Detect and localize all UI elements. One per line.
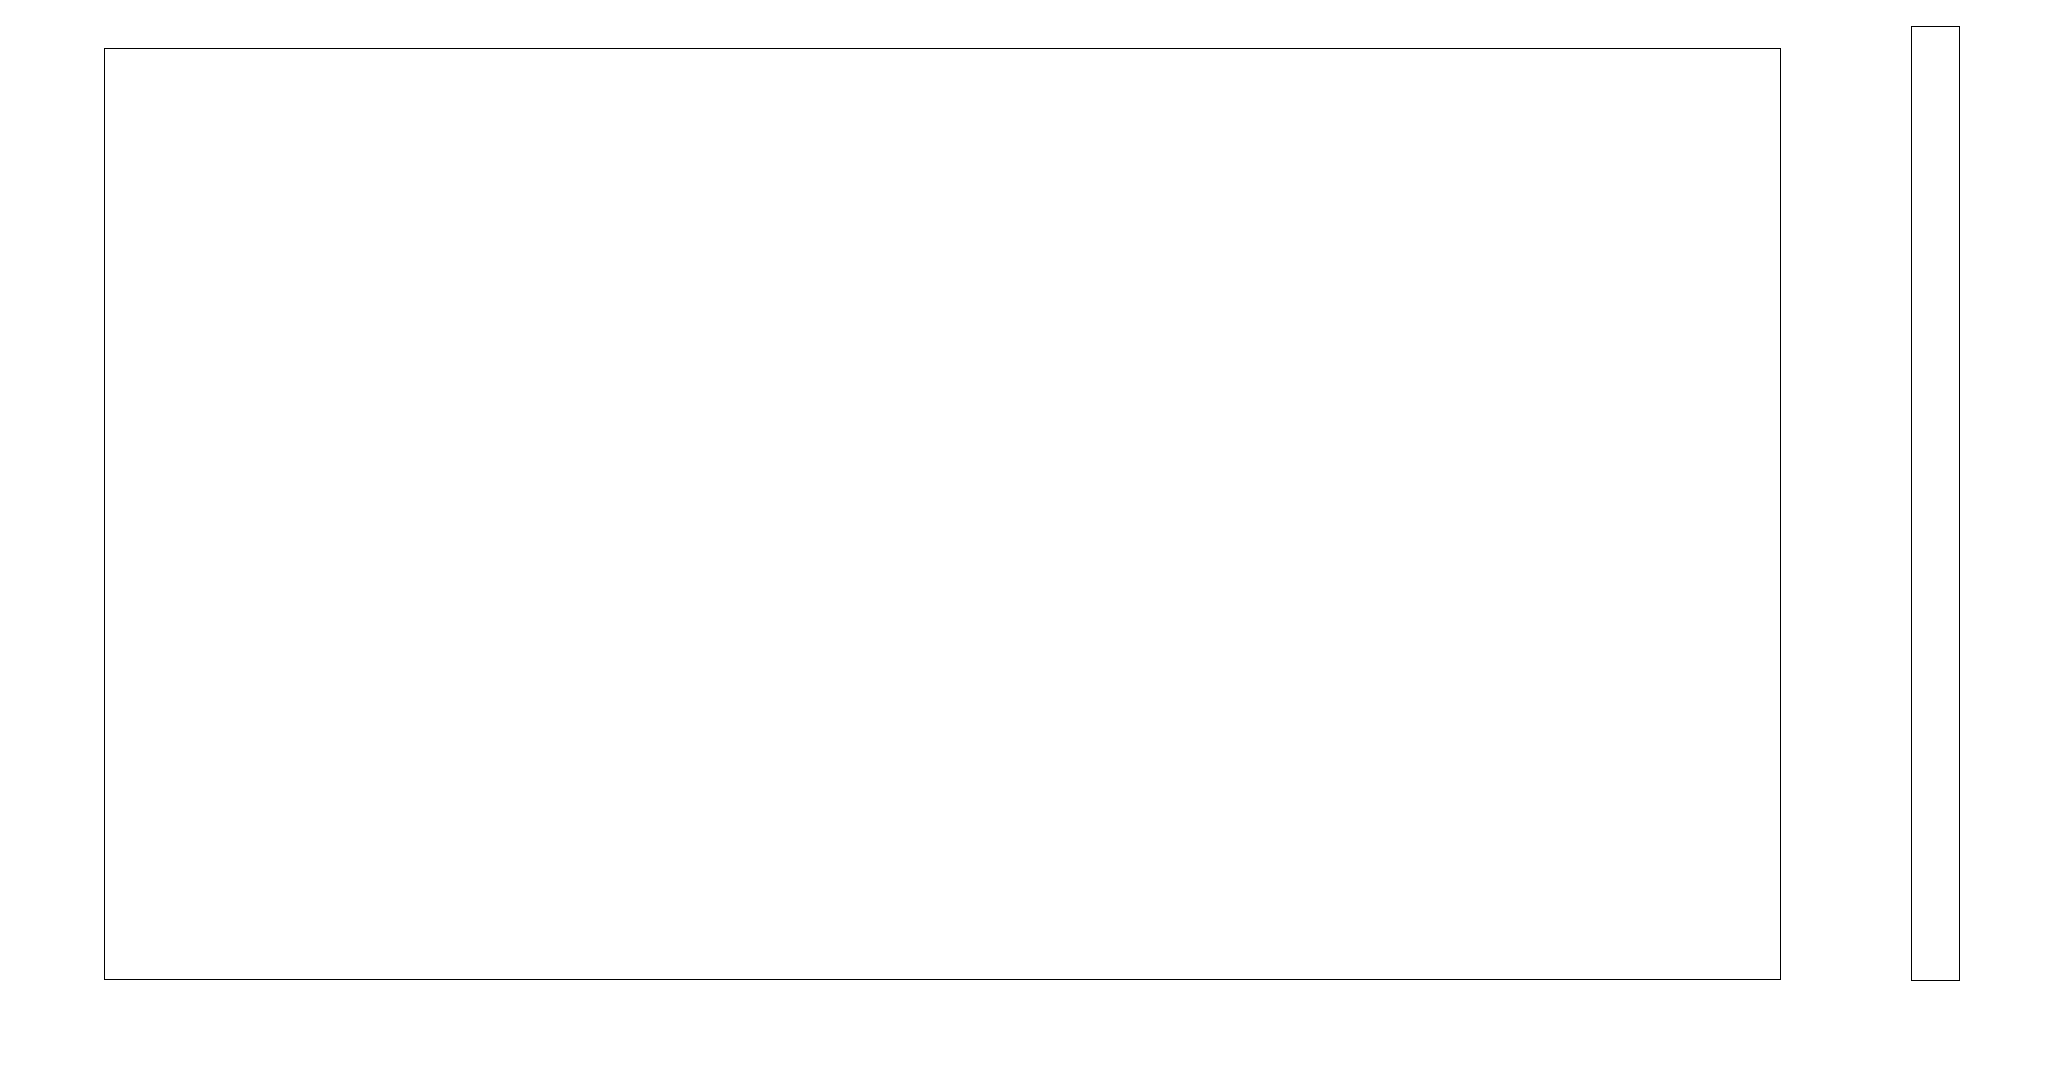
colorbar-canvas <box>1912 27 1959 980</box>
plot-area <box>104 48 1781 980</box>
colorbar <box>1911 26 1960 981</box>
spectrogram-canvas <box>105 49 1780 979</box>
